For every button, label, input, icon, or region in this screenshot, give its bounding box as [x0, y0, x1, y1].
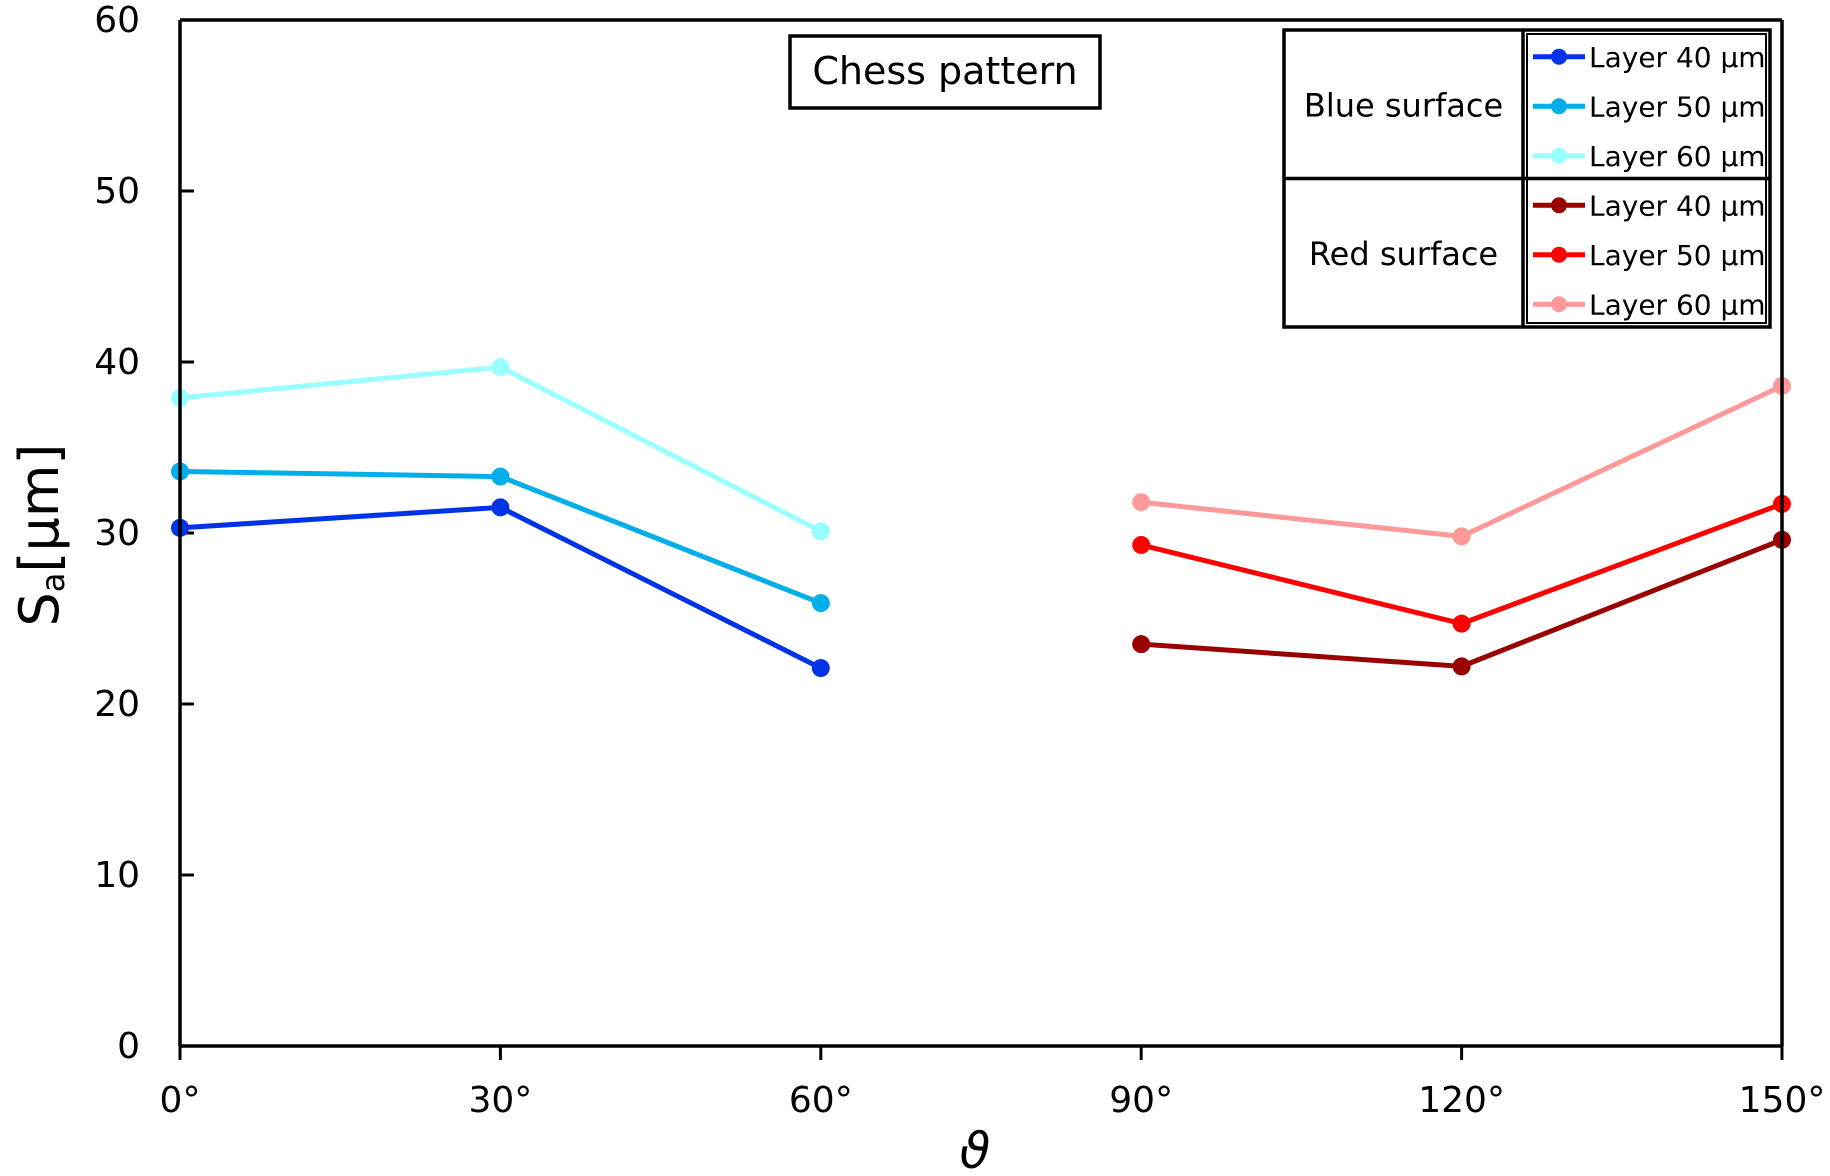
data-point [1132, 493, 1151, 512]
legend-group-label: Red surface [1309, 235, 1498, 273]
y-tick-label: 20 [94, 684, 140, 725]
chart-title: Chess pattern [812, 49, 1077, 93]
legend: Blue surface Layer 40 μm Layer 50 μm Layer … [1282, 28, 1772, 329]
legend-swatch-marker [1551, 48, 1567, 65]
series-3 [1132, 530, 1791, 676]
y-tick-label: 30 [94, 513, 140, 554]
data-point [491, 358, 510, 377]
legend-series-label: Layer 60 μm [1589, 140, 1766, 173]
data-point [811, 594, 830, 613]
data-point [811, 522, 830, 541]
data-point [1132, 535, 1151, 554]
y-axis-title-main: S [8, 592, 71, 626]
legend-series-label: Layer 40 μm [1589, 189, 1766, 222]
x-tick-label: 60° [789, 1080, 853, 1121]
x-tick-label: 120° [1418, 1080, 1505, 1121]
data-point [811, 659, 830, 678]
y-tick-label: 60 [94, 0, 140, 41]
legend-series-label: Layer 50 μm [1589, 90, 1766, 123]
x-tick-label: 90° [1109, 1080, 1173, 1121]
legend-series-label: Layer 50 μm [1589, 239, 1766, 272]
y-axis-title-sub: a [34, 573, 72, 593]
y-tick-label: 0 [117, 1026, 140, 1067]
data-point [1132, 635, 1151, 654]
series-1 [171, 462, 830, 613]
data-point [1452, 657, 1471, 676]
y-axis-title-units: [μm] [8, 444, 71, 573]
x-axis-ticks: 0° 30° 60° 90° 120° 150° [160, 1046, 1826, 1121]
y-axis-ticks: 0 10 20 30 40 50 60 [94, 0, 194, 1067]
legend-swatch-marker [1551, 147, 1567, 164]
axes [178, 18, 1784, 1048]
x-tick-label: 0° [160, 1080, 201, 1121]
legend-swatch-marker [1551, 296, 1567, 313]
legend-group-label: Blue surface [1304, 86, 1503, 124]
x-axis-title: ϑ [960, 1122, 991, 1176]
y-tick-label: 40 [94, 342, 140, 383]
y-axis-title: Sa[μm] [8, 444, 72, 627]
legend-series-label: Layer 40 μm [1589, 41, 1766, 74]
x-tick-label: 150° [1739, 1080, 1826, 1121]
data-point [491, 467, 510, 486]
chart-title-box: Chess pattern [788, 34, 1102, 110]
data-point [491, 498, 510, 517]
data-point [1452, 527, 1471, 546]
y-tick-label: 50 [94, 171, 140, 212]
legend-series-label: Layer 60 μm [1589, 288, 1766, 321]
series-0 [171, 498, 830, 678]
series-2 [171, 358, 830, 541]
data-point [1452, 614, 1471, 633]
legend-swatch-marker [1551, 98, 1567, 115]
series-4 [1132, 494, 1791, 633]
svg-text:Sa[μm]: Sa[μm] [8, 444, 72, 627]
legend-swatch-marker [1551, 246, 1567, 263]
x-tick-label: 30° [468, 1080, 532, 1121]
legend-swatch-marker [1551, 197, 1567, 214]
y-tick-label: 10 [94, 855, 140, 896]
series-layer [171, 358, 1791, 678]
